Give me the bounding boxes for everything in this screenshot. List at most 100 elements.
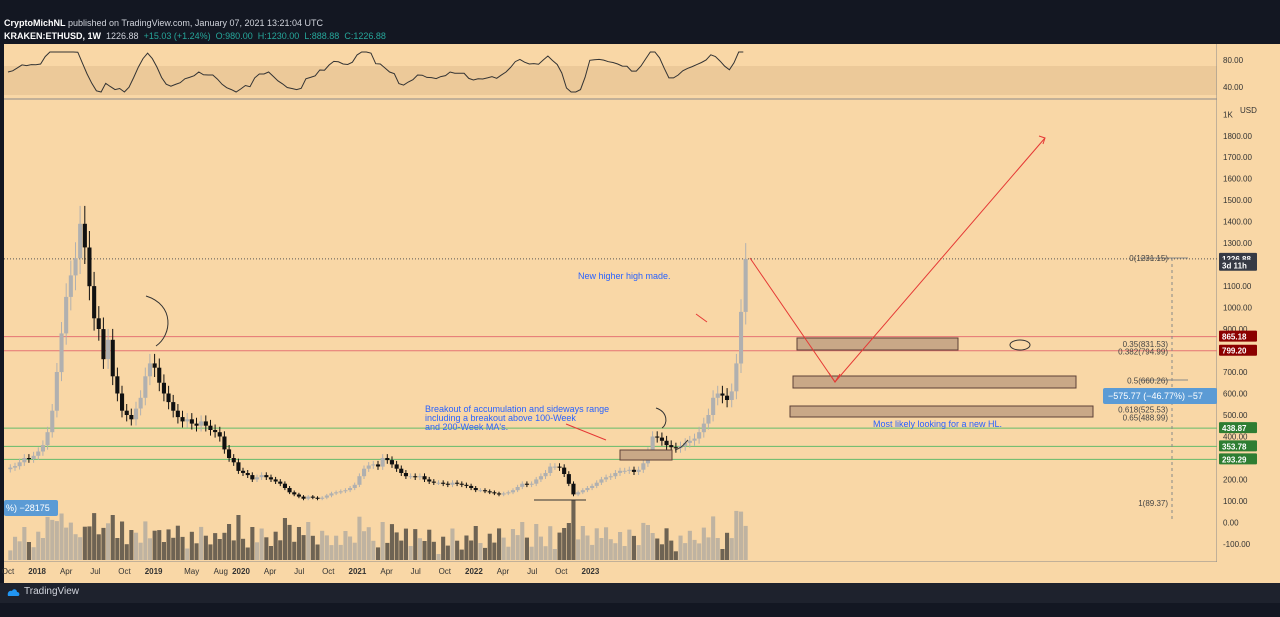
candle-body	[683, 442, 688, 447]
candle-body	[217, 432, 222, 437]
measure-labels[interactable]: −575.77 (−46.77%) −57 %) −28175	[4, 388, 1217, 516]
higher-high-note[interactable]: New higher high made.	[578, 271, 671, 281]
measure-text: −575.77 (−46.77%) −57	[1108, 391, 1203, 401]
candle-body	[301, 496, 306, 499]
candle-body	[552, 466, 557, 468]
measure-box[interactable]	[1103, 388, 1217, 404]
volume-bar	[566, 523, 571, 560]
target-zone-2[interactable]	[792, 375, 1077, 389]
candle-body	[497, 493, 502, 495]
price-label-box[interactable]	[1219, 344, 1257, 356]
price-label-text: 438.87	[1222, 424, 1247, 433]
left-measure-box[interactable]	[4, 500, 58, 516]
volume-bar	[659, 544, 664, 560]
price-axis[interactable]	[1217, 44, 1280, 584]
volume-bar	[627, 529, 632, 560]
volume-bar	[245, 547, 250, 560]
candle-body	[697, 432, 702, 439]
volume-bar	[422, 541, 427, 560]
candle-body	[664, 440, 669, 446]
volume-bar	[22, 527, 27, 560]
ohlc-low: L:888.88	[304, 31, 340, 41]
target-zone-1[interactable]	[796, 337, 959, 351]
candle-body	[264, 475, 269, 478]
tradingview-logo[interactable]: TradingView	[6, 586, 79, 597]
candle-body	[403, 473, 408, 477]
volume-bar	[571, 500, 576, 560]
candle-body	[245, 473, 250, 476]
candle-body	[622, 470, 627, 472]
price-label-box[interactable]	[1219, 259, 1257, 271]
publisher-username[interactable]: CryptoMichNL	[4, 18, 66, 28]
target-zone-3[interactable]	[789, 405, 1094, 418]
rsi-indicator	[7, 51, 744, 93]
breakout-note-line3[interactable]: and 200-Week MA's.	[425, 422, 508, 432]
accumulation-zone[interactable]	[619, 449, 673, 461]
candle-body	[8, 467, 13, 470]
volume-bar	[417, 538, 422, 560]
candle-body	[180, 417, 185, 422]
candle-body	[115, 376, 120, 394]
volume-bar	[352, 542, 357, 560]
curved-arrow-2018[interactable]	[145, 295, 169, 347]
ohlc-close: C:1226.88	[344, 31, 386, 41]
candle-body	[422, 476, 427, 480]
higher-high-arrow[interactable]	[695, 313, 708, 323]
volume-bar	[36, 531, 41, 560]
drawings[interactable]	[145, 135, 1188, 520]
fib-label: 0(1231.15)	[1129, 254, 1168, 263]
candle-body	[231, 458, 236, 463]
breakout-note-line1[interactable]: Breakout of accumulation and sideways ra…	[425, 404, 609, 414]
volume-bar	[469, 540, 474, 560]
price-label-box[interactable]	[1219, 453, 1257, 465]
price-tick: 1400.00	[1223, 218, 1252, 227]
breakout-arrow[interactable]	[565, 423, 607, 441]
volume-bar	[199, 526, 204, 560]
volume-bar	[706, 537, 711, 560]
volume-bar	[157, 530, 162, 560]
volume-bar	[483, 547, 488, 560]
candle-body	[255, 477, 260, 480]
candle-body	[64, 296, 69, 334]
price-label-text: 1226.88	[1222, 255, 1251, 264]
volume-bar	[73, 534, 78, 560]
candle-body	[175, 410, 180, 418]
candle-body	[273, 479, 278, 482]
candle-body	[538, 476, 543, 480]
price-label-box[interactable]	[1219, 440, 1257, 452]
volume-bar	[362, 531, 367, 560]
price-tick: 1100.00	[1223, 282, 1252, 291]
price-label-box[interactable]	[1219, 330, 1257, 342]
volume-bar	[40, 538, 45, 560]
candle-body	[492, 492, 497, 494]
candle-body	[711, 397, 716, 415]
time-scale-ticks: Oct 2018 Apr Jul Oct 2019 May Aug 2020 Apr Jul Oct 2…	[2, 567, 600, 576]
curved-arrow-2020[interactable]	[655, 407, 667, 429]
volume-bar	[124, 544, 129, 560]
candle-body	[571, 483, 576, 495]
volume-bar	[510, 529, 515, 560]
time-tick: Jul	[527, 567, 537, 576]
curved-arrow-breakout[interactable]	[674, 439, 689, 451]
volume-bar	[701, 527, 706, 560]
text-annotations[interactable]: New higher high made. Breakout of accumul…	[425, 271, 1002, 432]
price-label-box[interactable]	[1219, 422, 1257, 434]
volume-bar	[687, 530, 692, 560]
breakout-note-line2[interactable]: including a breakout above 100-Week	[425, 413, 576, 423]
volume-bar	[655, 538, 660, 560]
last-price: 1226.88	[106, 31, 139, 41]
time-axis[interactable]	[4, 562, 1217, 583]
candle-body	[343, 490, 348, 492]
circle-mark[interactable]	[1009, 339, 1031, 351]
candle-body	[134, 408, 139, 420]
symbol-name[interactable]: KRAKEN:ETHUSD, 1W	[4, 31, 102, 41]
candle-body	[366, 465, 371, 469]
candle-body	[31, 455, 36, 459]
time-tick: Apr	[380, 567, 393, 576]
hl-note[interactable]: Most likely looking for a new HL.	[873, 419, 1002, 429]
volume-bar	[115, 538, 120, 560]
fib-label: 1(89.37)	[1138, 499, 1168, 508]
volume-bar	[134, 532, 139, 560]
